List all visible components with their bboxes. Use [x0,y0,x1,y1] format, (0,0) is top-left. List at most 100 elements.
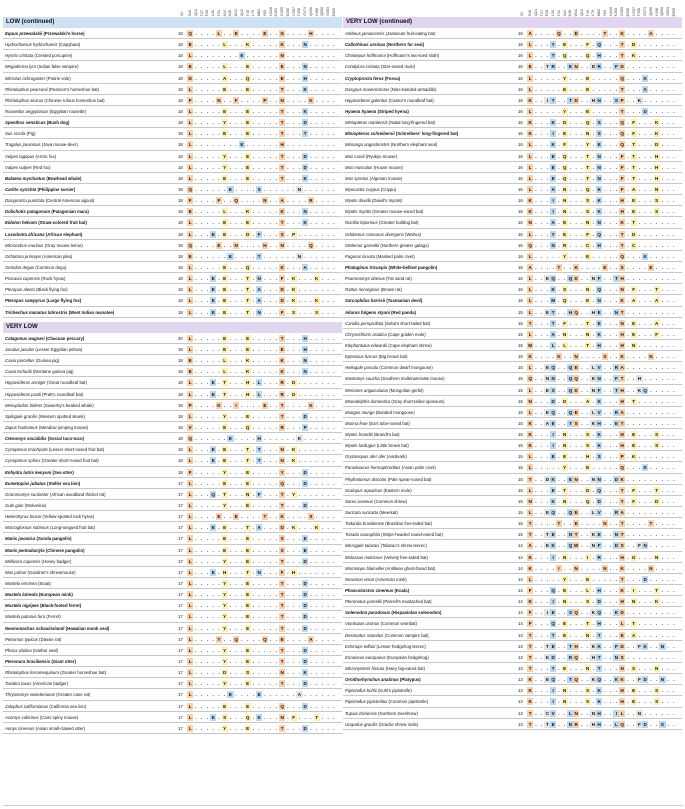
species-common: (Velvety free-tailed bat) [383,554,428,560]
conserved-residue: . [241,536,243,542]
substituted-residue: N [302,63,309,71]
substituted-residue: Y [290,490,297,498]
conserved-residue: . [650,42,652,48]
identity-score: 18 [178,42,183,48]
conserved-residue: . [333,175,335,181]
conserved-residue: . [633,565,635,571]
conserved-residue: . [604,186,606,192]
identity-score: 16 [518,75,523,81]
species-name: Petromus typicus (Dassie rat) [5,634,173,645]
conserved-residue: . [541,420,543,426]
table-row: Miniopterus natalensis (Natal long-finge… [343,117,682,129]
conserved-residue: . [206,402,209,408]
conserved-residue: . [638,576,641,582]
conserved-residue: . [270,186,272,192]
substituted-residue: E [221,546,228,554]
identity-score: 18 [178,436,183,442]
conserved-residue: . [270,220,272,226]
conserved-residue: . [661,186,664,192]
conserved-residue: . [224,636,226,642]
substituted-residue: K [296,435,303,443]
conserved-residue: . [235,536,237,542]
conserved-residue: . [627,688,629,694]
conserved-residue: . [638,621,641,627]
conserved-residue: . [316,425,318,431]
conserved-residue: . [298,220,301,226]
substituted-residue: T [215,635,223,643]
species-name: Grammomys surdaster (African woodland th… [5,489,173,500]
conserved-residue: . [270,536,272,542]
conserved-residue: . [333,647,335,653]
species-name: Ornithorhynchus anatinus (Platypus) [345,674,513,685]
conserved-residue: . [541,710,543,716]
substituted-residue: S [584,687,591,695]
conserved-residue: . [270,402,272,408]
substituted-residue: R [561,241,568,249]
conserved-residue: . [235,64,237,70]
conserved-residue: . [604,420,606,426]
species-latin: Heliogale parvula [345,365,380,371]
substituted-residue: E [187,41,194,49]
conserved-residue: . [615,53,618,59]
conserved-residue: . [673,521,675,527]
identity-score: 13 [518,666,523,672]
conserved-residue: . [316,647,318,653]
substituted-residue: T [244,308,251,316]
species-name: Mirounga angustirostris (Northern elepha… [345,139,513,150]
substituted-residue: H [596,341,603,349]
conserved-residue: . [206,592,209,598]
conserved-residue: . [316,413,318,419]
species-common: (Eastern mole) [383,487,412,493]
conserved-residue: . [541,64,543,70]
substituted-residue: L [527,509,534,517]
conserved-residue: . [287,402,289,408]
conserved-residue: . [535,242,537,248]
conserved-residue: . [310,413,312,419]
conserved-residue: . [275,692,278,698]
substituted-residue: D [290,379,297,387]
conserved-residue: . [575,242,577,248]
substituted-residue: N [573,353,580,361]
conserved-residue: . [667,75,669,81]
conserved-residue: . [615,120,618,126]
conserved-residue: . [546,287,549,293]
conserved-residue: . [270,391,272,397]
conserved-residue: . [275,658,278,664]
conserved-residue: . [298,242,301,248]
species-common: (Egyptian rousette) [49,108,86,114]
conserved-residue: . [235,525,237,531]
conserved-residue: . [644,666,646,672]
conserved-residue: . [650,432,652,438]
substituted-residue: N [596,375,603,383]
conserved-residue: . [644,621,646,627]
conserved-residue: . [650,365,652,371]
table-row: Trichechus manatus latirostris (West Ind… [3,307,342,318]
substituted-residue: K [290,446,297,454]
conserved-residue: . [310,692,312,698]
conserved-residue: . [535,465,537,471]
species-name: Miniopterus schreibersii (Schreibers' lo… [345,128,513,139]
conserved-residue: . [661,175,664,181]
substituted-residue: C [544,709,551,717]
conserved-residue: . [333,31,335,36]
conserved-residue: . [638,610,641,616]
conserved-residue: . [656,231,658,237]
conserved-residue: . [575,454,577,460]
substituted-residue: H [596,241,603,249]
substituted-residue: Q [619,74,626,82]
conserved-residue: . [270,242,272,248]
conserved-residue: . [673,420,675,426]
conserved-residue: . [327,108,329,114]
conserved-residue: . [229,309,232,315]
identity-score: 14 [518,576,523,582]
conserved-residue: . [673,42,675,48]
conserved-residue: . [310,625,312,631]
conserved-residue: . [633,75,635,81]
conserved-residue: . [644,97,646,103]
substituted-residue: N [596,219,603,227]
conserved-residue: . [541,688,543,694]
substituted-residue: E [221,297,228,305]
conserved-residue: . [270,658,272,664]
conserved-residue: . [235,692,237,698]
conserved-residue: . [212,108,214,114]
